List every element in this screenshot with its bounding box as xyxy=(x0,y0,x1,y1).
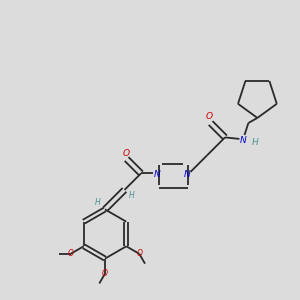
Text: O: O xyxy=(68,249,74,258)
Text: H: H xyxy=(129,191,135,200)
Text: O: O xyxy=(123,149,130,158)
Text: N: N xyxy=(240,136,246,145)
Text: O: O xyxy=(102,269,108,278)
Text: N: N xyxy=(184,170,191,179)
Text: H: H xyxy=(94,198,100,207)
Text: O: O xyxy=(206,112,213,122)
Text: N: N xyxy=(154,170,161,179)
Text: O: O xyxy=(136,249,142,258)
Text: H: H xyxy=(252,138,259,147)
